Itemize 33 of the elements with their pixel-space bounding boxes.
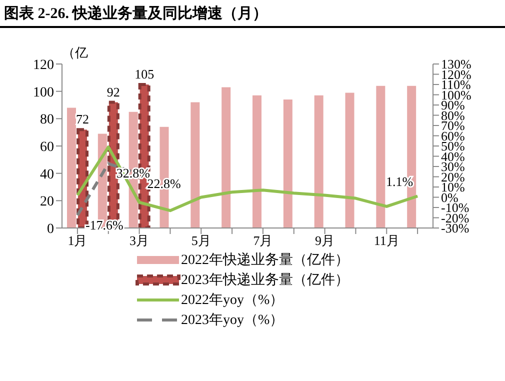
legend-label: 2023年快递业务量（亿件） xyxy=(181,271,349,289)
data-label: 72 xyxy=(76,112,89,127)
bar xyxy=(314,95,324,228)
bar xyxy=(345,92,354,228)
bar xyxy=(252,95,262,228)
legend-label: 2022年yoy（%） xyxy=(181,292,284,309)
data-label: 92 xyxy=(106,84,120,100)
x-tick-label: 11月 xyxy=(374,233,400,248)
data-label: 105 xyxy=(134,66,154,82)
x-tick-label: 5月 xyxy=(191,233,211,248)
legend-label: 2022年快递业务量（亿件） xyxy=(181,251,349,269)
y-tick-label: 20 xyxy=(40,194,54,210)
legend-label: 2023年yoy（%） xyxy=(181,312,284,329)
x-tick-label: 1月 xyxy=(68,233,88,248)
bar xyxy=(283,100,292,228)
line-series xyxy=(76,146,420,212)
data-label: 1.1% xyxy=(386,174,414,190)
y-tick-label: 40 xyxy=(40,167,54,182)
bar xyxy=(376,86,386,228)
bar xyxy=(190,102,200,228)
x-tick-label: 3月 xyxy=(130,233,150,248)
y-axis-title: （亿 xyxy=(62,44,88,62)
bar xyxy=(67,108,76,228)
data-label: -17.6% xyxy=(85,217,124,232)
y-tick-label: 120 xyxy=(33,58,54,73)
y-tick-label: 100 xyxy=(33,85,54,100)
x-tick-label: 7月 xyxy=(253,233,273,248)
y-tick-label: 60 xyxy=(40,140,54,155)
bar xyxy=(222,87,231,228)
y-tick-label: 80 xyxy=(40,112,54,128)
x-tick-label: 9月 xyxy=(315,233,335,248)
y-tick-label: 0 xyxy=(47,222,54,237)
chart-title: 图表 2-26. 快递业务量及同比增速（月） xyxy=(0,0,505,28)
